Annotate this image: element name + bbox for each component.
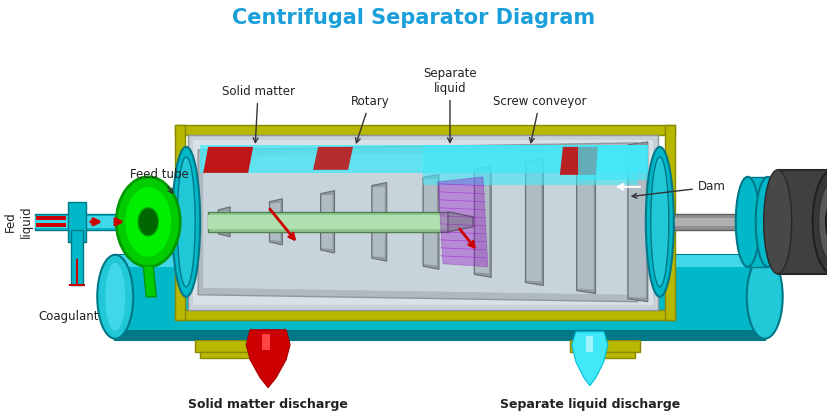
Polygon shape <box>269 199 282 245</box>
Bar <box>208 215 447 229</box>
Polygon shape <box>577 154 593 290</box>
Polygon shape <box>475 170 489 273</box>
Polygon shape <box>423 178 437 265</box>
Polygon shape <box>447 212 472 232</box>
Bar <box>115 330 764 340</box>
Bar <box>673 218 748 226</box>
Polygon shape <box>203 150 632 295</box>
Polygon shape <box>143 266 156 297</box>
Bar <box>193 140 652 305</box>
Bar <box>115 255 764 340</box>
Ellipse shape <box>645 147 673 297</box>
Text: Solid matter: Solid matter <box>222 85 294 142</box>
Polygon shape <box>577 145 647 180</box>
Polygon shape <box>559 147 597 175</box>
Bar <box>747 177 767 267</box>
Bar <box>188 135 657 310</box>
Polygon shape <box>203 147 253 173</box>
Polygon shape <box>423 174 438 269</box>
Bar <box>68 202 86 242</box>
Ellipse shape <box>124 186 172 258</box>
Bar <box>71 230 84 285</box>
Ellipse shape <box>825 202 827 242</box>
Bar <box>175 310 674 320</box>
Polygon shape <box>246 330 289 388</box>
Bar <box>175 125 674 135</box>
Text: Solid matter discharge: Solid matter discharge <box>188 398 347 411</box>
Text: Separate liquid discharge: Separate liquid discharge <box>500 398 679 411</box>
Polygon shape <box>474 166 490 278</box>
Ellipse shape <box>735 177 759 267</box>
Polygon shape <box>628 146 645 298</box>
Polygon shape <box>218 207 230 237</box>
Text: Rotary: Rotary <box>351 95 389 143</box>
Polygon shape <box>262 334 270 350</box>
Ellipse shape <box>811 170 827 274</box>
Bar <box>36 223 66 227</box>
Polygon shape <box>627 142 647 302</box>
Bar <box>200 145 647 173</box>
Polygon shape <box>586 336 592 352</box>
Bar <box>195 340 265 352</box>
Text: Coagulant: Coagulant <box>38 310 98 323</box>
Bar <box>574 352 634 358</box>
Bar <box>175 125 185 320</box>
Ellipse shape <box>746 255 782 339</box>
Bar <box>36 214 153 230</box>
Polygon shape <box>576 150 595 294</box>
Ellipse shape <box>172 147 200 297</box>
Bar <box>777 170 827 274</box>
Ellipse shape <box>138 208 158 236</box>
Text: Separate
liquid: Separate liquid <box>423 67 476 142</box>
Ellipse shape <box>105 263 125 331</box>
Polygon shape <box>526 162 541 282</box>
Ellipse shape <box>177 157 195 287</box>
Ellipse shape <box>818 182 827 262</box>
Text: Screw conveyor: Screw conveyor <box>493 95 586 142</box>
Ellipse shape <box>116 177 180 267</box>
Ellipse shape <box>650 157 668 287</box>
Bar <box>423 145 637 185</box>
Text: Fed
liquid: Fed liquid <box>4 206 33 238</box>
Ellipse shape <box>97 255 133 339</box>
Polygon shape <box>320 190 334 253</box>
Bar <box>36 216 66 220</box>
Polygon shape <box>313 147 352 170</box>
Bar <box>208 212 447 232</box>
Polygon shape <box>219 211 228 233</box>
Ellipse shape <box>755 177 779 267</box>
Polygon shape <box>270 203 280 241</box>
Polygon shape <box>321 195 332 249</box>
Bar <box>36 216 153 228</box>
Text: Centrifugal Separator Diagram: Centrifugal Separator Diagram <box>232 8 595 28</box>
Polygon shape <box>371 183 386 261</box>
Text: Dam: Dam <box>631 180 724 198</box>
Polygon shape <box>437 177 487 267</box>
Bar <box>115 255 764 267</box>
Bar <box>569 340 639 352</box>
Polygon shape <box>525 158 543 285</box>
Bar <box>664 125 674 320</box>
Bar <box>673 214 748 230</box>
Bar <box>200 352 260 358</box>
Text: Feed tube: Feed tube <box>130 169 189 193</box>
Polygon shape <box>198 143 637 302</box>
Polygon shape <box>372 187 385 257</box>
Ellipse shape <box>762 170 791 274</box>
Polygon shape <box>571 332 607 386</box>
